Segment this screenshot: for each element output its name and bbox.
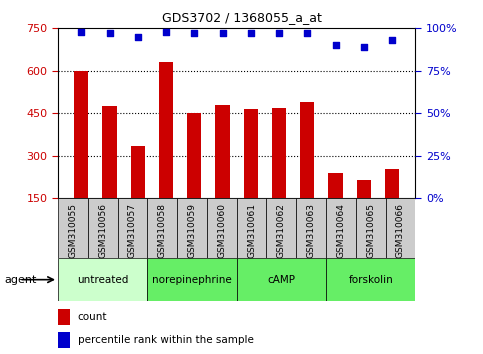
Text: GSM310058: GSM310058 bbox=[158, 203, 167, 258]
Text: GSM310065: GSM310065 bbox=[366, 203, 375, 258]
FancyBboxPatch shape bbox=[207, 198, 237, 258]
Point bbox=[332, 42, 340, 48]
Point bbox=[77, 29, 85, 35]
Text: agent: agent bbox=[5, 275, 37, 285]
Bar bbox=[244, 109, 258, 198]
Text: forskolin: forskolin bbox=[348, 275, 393, 285]
Bar bbox=[102, 106, 116, 198]
Point bbox=[303, 30, 311, 36]
FancyBboxPatch shape bbox=[147, 258, 237, 301]
Bar bbox=[58, 332, 71, 348]
FancyBboxPatch shape bbox=[326, 258, 415, 301]
Text: GSM310062: GSM310062 bbox=[277, 203, 286, 258]
Bar bbox=[272, 108, 286, 198]
Text: GSM310063: GSM310063 bbox=[307, 203, 315, 258]
Text: GSM310055: GSM310055 bbox=[69, 203, 77, 258]
Text: norepinephrine: norepinephrine bbox=[152, 275, 232, 285]
Point bbox=[275, 30, 283, 36]
Bar bbox=[187, 113, 201, 198]
Point bbox=[388, 38, 396, 43]
Text: count: count bbox=[78, 312, 107, 322]
Point bbox=[219, 30, 227, 36]
Point bbox=[134, 34, 142, 40]
FancyBboxPatch shape bbox=[88, 198, 117, 258]
Bar bbox=[58, 309, 71, 325]
FancyBboxPatch shape bbox=[58, 198, 88, 258]
Bar bbox=[385, 169, 399, 198]
FancyBboxPatch shape bbox=[237, 258, 326, 301]
Text: cAMP: cAMP bbox=[268, 275, 295, 285]
Text: untreated: untreated bbox=[77, 275, 128, 285]
Point bbox=[190, 30, 198, 36]
FancyBboxPatch shape bbox=[267, 198, 296, 258]
FancyBboxPatch shape bbox=[385, 198, 415, 258]
Point bbox=[247, 30, 255, 36]
Text: percentile rank within the sample: percentile rank within the sample bbox=[78, 335, 254, 346]
Bar bbox=[159, 62, 173, 198]
Text: GDS3702 / 1368055_a_at: GDS3702 / 1368055_a_at bbox=[161, 11, 322, 24]
Point bbox=[360, 44, 368, 50]
Text: GSM310056: GSM310056 bbox=[98, 203, 107, 258]
Text: GSM310064: GSM310064 bbox=[337, 203, 345, 258]
Text: GSM310059: GSM310059 bbox=[187, 203, 197, 258]
Bar bbox=[328, 173, 342, 198]
FancyBboxPatch shape bbox=[356, 198, 385, 258]
Text: GSM310066: GSM310066 bbox=[396, 203, 405, 258]
Point bbox=[106, 30, 114, 36]
Text: GSM310060: GSM310060 bbox=[217, 203, 226, 258]
Text: GSM310061: GSM310061 bbox=[247, 203, 256, 258]
Point bbox=[162, 29, 170, 35]
Bar bbox=[74, 71, 88, 198]
Bar bbox=[215, 105, 229, 198]
Bar bbox=[131, 146, 145, 198]
Bar bbox=[300, 102, 314, 198]
FancyBboxPatch shape bbox=[147, 198, 177, 258]
Bar bbox=[357, 180, 371, 198]
FancyBboxPatch shape bbox=[296, 198, 326, 258]
Text: GSM310057: GSM310057 bbox=[128, 203, 137, 258]
FancyBboxPatch shape bbox=[177, 198, 207, 258]
FancyBboxPatch shape bbox=[117, 198, 147, 258]
FancyBboxPatch shape bbox=[237, 198, 267, 258]
FancyBboxPatch shape bbox=[58, 258, 147, 301]
FancyBboxPatch shape bbox=[326, 198, 356, 258]
